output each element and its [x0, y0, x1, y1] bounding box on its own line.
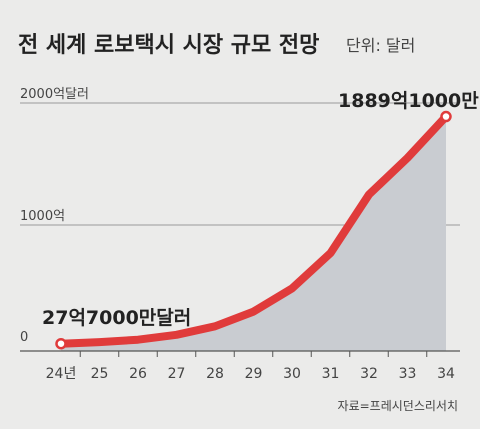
x-tick-label: 24년 [46, 366, 77, 382]
x-tick-label: 31 [322, 366, 340, 382]
y-tick-label: 2000억달러 [20, 87, 89, 102]
unit-label: 단위: 달러 [346, 36, 415, 55]
data-point-marker [55, 337, 67, 350]
end-value-label: 1889억1000만 [338, 90, 479, 112]
data-point-marker [440, 110, 452, 123]
chart-title: 전 세계 로보택시 시장 규모 전망 [18, 33, 319, 58]
x-tick-label: 28 [206, 366, 224, 382]
y-tick-label: 1000억 [20, 209, 65, 224]
y-axis-ticks: 0 1000억 2000억달러 [20, 87, 89, 345]
start-value-label: 27억7000만달러 [42, 307, 191, 329]
x-tick-label: 25 [91, 366, 109, 382]
source-label: 자료=프레시던스리서치 [338, 399, 458, 413]
y-tick-label: 0 [20, 330, 28, 345]
x-tick-label: 26 [129, 366, 147, 382]
series-line [57, 112, 450, 348]
x-axis-ticks: 24년 25 26 27 28 29 30 31 32 33 34 [46, 351, 455, 382]
x-tick-label: 32 [360, 366, 378, 382]
x-tick-label: 34 [437, 366, 455, 382]
x-tick-label: 29 [245, 366, 263, 382]
x-tick-label: 30 [283, 366, 301, 382]
endpoint-markers [55, 110, 452, 350]
area-fill [61, 116, 446, 351]
x-tick-label: 33 [399, 366, 417, 382]
x-tick-label: 27 [168, 366, 186, 382]
